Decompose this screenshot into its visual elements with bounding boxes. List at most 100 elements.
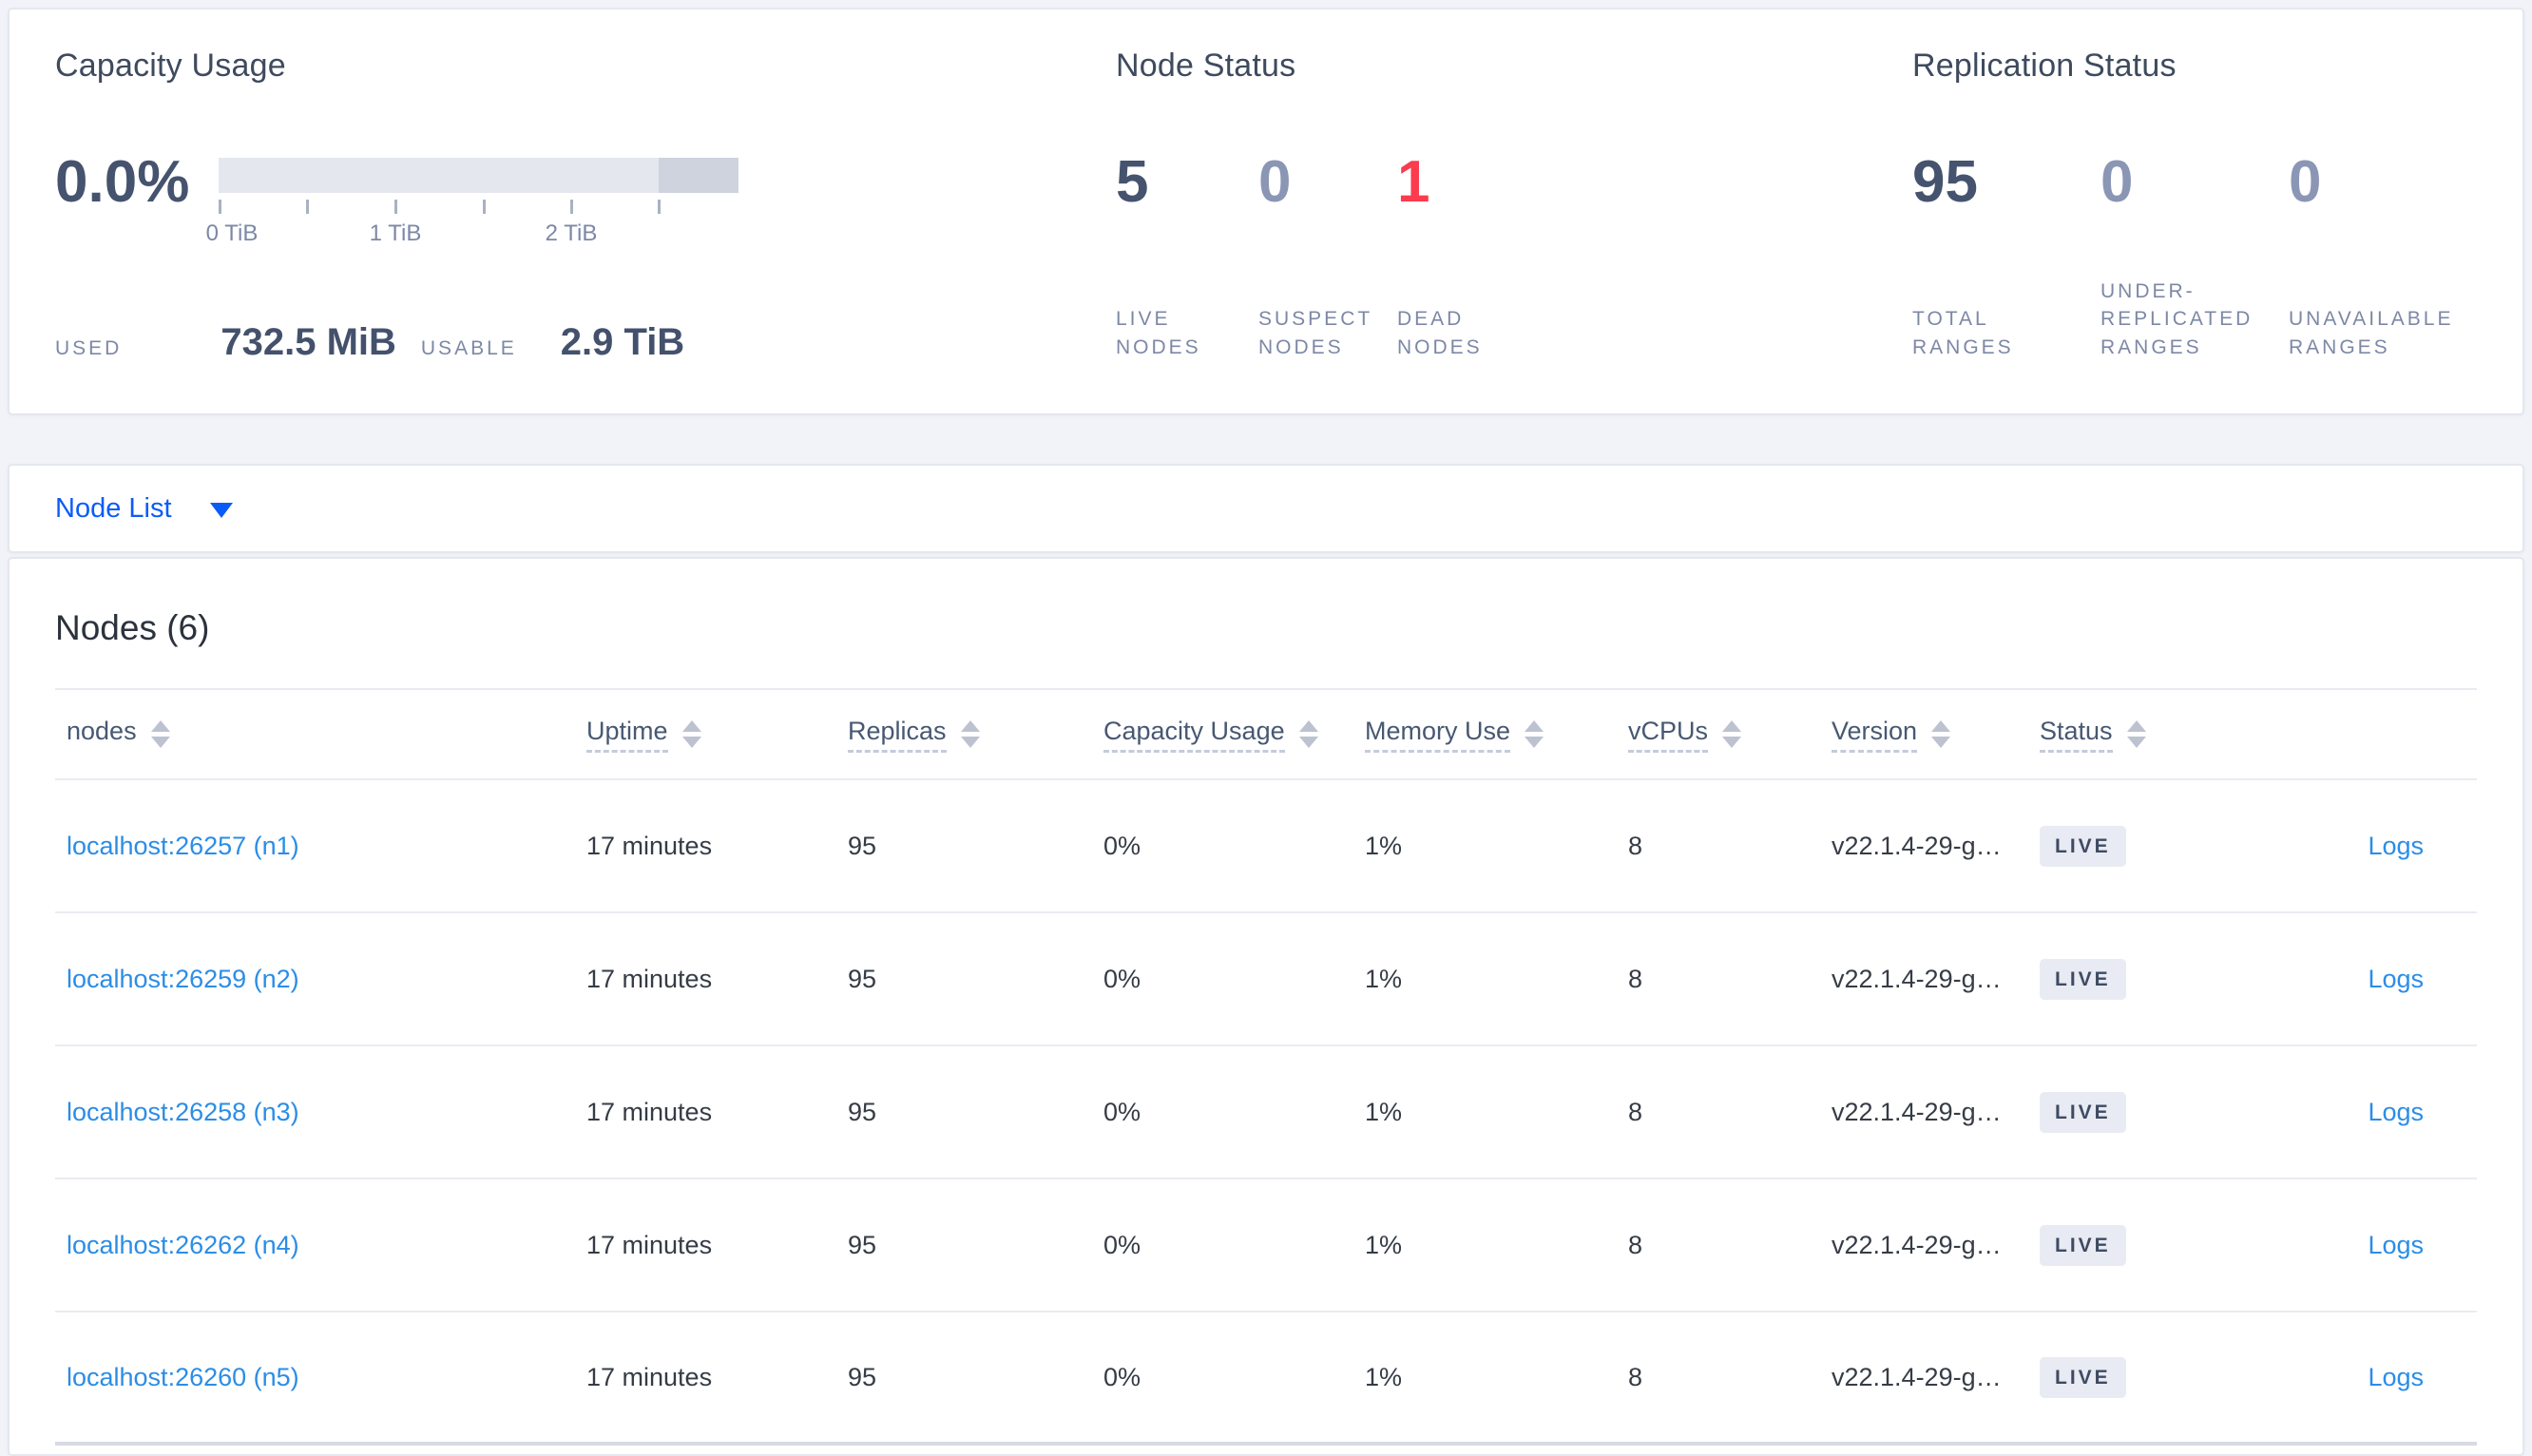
stat-label: TOTAL RANGES bbox=[1912, 308, 2014, 359]
node-status-section: Node Status 5 LIVE NODES 0 SUSPECT NODES… bbox=[1116, 48, 1912, 413]
stat-label: UNDER- REPLICATED RANGES bbox=[2100, 279, 2254, 359]
capacity-bar-track bbox=[219, 158, 738, 193]
node-status-stats: 5 LIVE NODES 0 SUSPECT NODES 1 DEAD NODE… bbox=[1116, 153, 1912, 362]
version-cell: v22.1.4-29-g… bbox=[1832, 964, 2002, 993]
sort-icon bbox=[1298, 720, 1318, 748]
nodes-table-header: nodes Uptime Replicas bbox=[55, 690, 2477, 780]
sort-up-arrow-icon bbox=[1722, 720, 1742, 732]
version-cell: v22.1.4-29-g… bbox=[1832, 1230, 2002, 1259]
replicas-cell: 95 bbox=[848, 964, 877, 993]
nodes-table-body: localhost:26257 (n1) 17 minutes 95 0% 1%… bbox=[55, 780, 2477, 1446]
column-header[interactable]: Memory Use bbox=[1365, 717, 1628, 753]
stat-label: SUSPECT NODES bbox=[1258, 308, 1373, 359]
replication-status-title: Replication Status bbox=[1912, 48, 2177, 84]
sort-icon bbox=[150, 720, 170, 748]
column-header-label: Memory Use bbox=[1365, 717, 1511, 753]
table-row: localhost:26257 (n1) 17 minutes 95 0% 1%… bbox=[55, 780, 2477, 913]
column-header-label: vCPUs bbox=[1628, 717, 1709, 753]
node-address-link[interactable]: localhost:26259 (n2) bbox=[67, 964, 299, 993]
table-row: localhost:26260 (n5) 17 minutes 95 0% 1%… bbox=[55, 1312, 2477, 1446]
stat-value: 0 bbox=[2289, 149, 2322, 215]
table-row: localhost:26259 (n2) 17 minutes 95 0% 1%… bbox=[55, 913, 2477, 1046]
replicas-cell: 95 bbox=[848, 831, 877, 860]
replicas-cell: 95 bbox=[848, 1097, 877, 1126]
capacity-axis-ticks bbox=[219, 200, 738, 215]
vcpus-cell: 8 bbox=[1628, 1362, 1643, 1391]
stat-value: 0 bbox=[1258, 149, 1292, 215]
node-address-link[interactable]: localhost:26260 (n5) bbox=[67, 1362, 299, 1391]
vcpus-cell: 8 bbox=[1628, 1230, 1643, 1259]
axis-label-1tib: 1 TiB bbox=[369, 220, 422, 246]
capacity-usage-title: Capacity Usage bbox=[55, 48, 286, 84]
version-cell: v22.1.4-29-g… bbox=[1832, 1362, 2002, 1391]
sort-icon bbox=[960, 720, 980, 748]
node-status-stat: 1 DEAD NODES bbox=[1397, 153, 1483, 362]
nodes-table-card: Nodes (6) nodes Uptime Replicas bbox=[8, 557, 2524, 1456]
sort-down-arrow-icon bbox=[1298, 737, 1318, 748]
column-header[interactable]: nodes bbox=[55, 717, 586, 753]
used-label: USED bbox=[55, 337, 123, 359]
sort-down-arrow-icon bbox=[150, 737, 170, 748]
stat-value: 0 bbox=[2100, 149, 2134, 215]
sort-down-arrow-icon bbox=[2126, 737, 2146, 748]
stat-value: 95 bbox=[1912, 149, 1978, 215]
capacity-axis-labels: 0 TiB 1 TiB 2 TiB bbox=[206, 220, 738, 251]
node-address-link[interactable]: localhost:26258 (n3) bbox=[67, 1097, 299, 1126]
node-status-stat: 0 SUSPECT NODES bbox=[1258, 153, 1397, 362]
capacity-percent-value: 0.0% bbox=[55, 149, 190, 215]
axis-label-0tib: 0 TiB bbox=[205, 220, 259, 246]
status-badge: LIVE bbox=[2040, 1224, 2126, 1266]
capacity-usage-cell: 0% bbox=[1103, 831, 1141, 860]
sort-down-arrow-icon bbox=[1525, 737, 1544, 748]
column-header-label: Replicas bbox=[848, 717, 947, 753]
capacity-usage-cell: 0% bbox=[1103, 1230, 1141, 1259]
memory-use-cell: 1% bbox=[1365, 831, 1403, 860]
version-cell: v22.1.4-29-g… bbox=[1832, 831, 2002, 860]
column-header-label: nodes bbox=[67, 716, 137, 745]
uptime-cell: 17 minutes bbox=[586, 1097, 713, 1126]
uptime-cell: 17 minutes bbox=[586, 964, 713, 993]
node-address-link[interactable]: localhost:26262 (n4) bbox=[67, 1230, 299, 1259]
replication-stat: 0 UNAVAILABLE RANGES bbox=[2289, 153, 2453, 362]
capacity-usage-cell: 0% bbox=[1103, 1097, 1141, 1126]
capacity-usage-cell: 0% bbox=[1103, 964, 1141, 993]
column-header-label: Capacity Usage bbox=[1103, 717, 1285, 753]
uptime-cell: 17 minutes bbox=[586, 1230, 713, 1259]
column-header[interactable]: Version bbox=[1832, 717, 2040, 753]
column-header[interactable]: Status bbox=[2040, 717, 2258, 753]
sort-up-arrow-icon bbox=[1931, 720, 1951, 732]
sort-down-arrow-icon bbox=[960, 737, 980, 748]
column-header[interactable]: Replicas bbox=[848, 717, 1103, 753]
sort-down-arrow-icon bbox=[1722, 737, 1742, 748]
sort-icon bbox=[1722, 720, 1742, 748]
column-header[interactable]: Capacity Usage bbox=[1103, 717, 1365, 753]
uptime-cell: 17 minutes bbox=[586, 1362, 713, 1391]
column-header[interactable]: Uptime bbox=[586, 717, 848, 753]
status-badge: LIVE bbox=[2040, 825, 2126, 867]
sort-up-arrow-icon bbox=[1298, 720, 1318, 732]
replication-stat: 95 TOTAL RANGES bbox=[1912, 153, 2100, 362]
vcpus-cell: 8 bbox=[1628, 964, 1643, 993]
node-list-dropdown[interactable]: Node List bbox=[55, 493, 233, 525]
usable-label: USABLE bbox=[420, 337, 517, 359]
memory-use-cell: 1% bbox=[1365, 964, 1403, 993]
stat-label: LIVE NODES bbox=[1116, 308, 1201, 359]
status-badge: LIVE bbox=[2040, 1356, 2126, 1398]
stat-label: DEAD NODES bbox=[1397, 308, 1483, 359]
column-header[interactable]: vCPUs bbox=[1628, 717, 1832, 753]
logs-link[interactable]: Logs bbox=[2368, 1362, 2424, 1391]
memory-use-cell: 1% bbox=[1365, 1097, 1403, 1126]
replication-status-stats: 95 TOTAL RANGES 0 UNDER- REPLICATED RANG… bbox=[1912, 153, 2477, 362]
sort-up-arrow-icon bbox=[960, 720, 980, 732]
node-address-link[interactable]: localhost:26257 (n1) bbox=[67, 831, 299, 860]
capacity-usage-section: Capacity Usage 0.0% 0 TiB 1 TiB 2 TiB US… bbox=[55, 48, 1116, 413]
column-header-label: Status bbox=[2040, 717, 2113, 753]
logs-link[interactable]: Logs bbox=[2368, 1097, 2424, 1126]
capacity-bar-reserved-segment bbox=[659, 158, 738, 193]
usable-value: 2.9 TiB bbox=[560, 321, 685, 363]
logs-link[interactable]: Logs bbox=[2368, 964, 2424, 993]
logs-link[interactable]: Logs bbox=[2368, 1230, 2424, 1259]
replicas-cell: 95 bbox=[848, 1362, 877, 1391]
chevron-down-icon bbox=[209, 503, 233, 518]
logs-link[interactable]: Logs bbox=[2368, 831, 2424, 860]
